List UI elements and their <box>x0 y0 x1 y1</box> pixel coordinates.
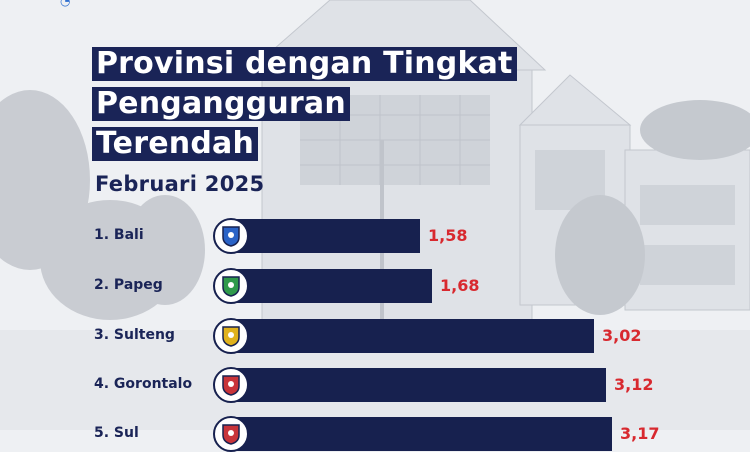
page-title-line-3: Terendah <box>92 127 259 161</box>
gorontalo-emblem-icon <box>213 367 249 403</box>
papua-pegunungan-emblem-icon <box>213 268 249 304</box>
data-label: 3,02 <box>602 326 642 345</box>
data-label: 1,58 <box>428 226 468 245</box>
page-title-line-2: Pengangguran <box>92 87 350 121</box>
page-title-line-1: Provinsi dengan Tingkat <box>92 47 517 81</box>
row-label: 4. Gorontalo <box>94 376 193 392</box>
bali-emblem-icon <box>213 218 249 254</box>
bar <box>232 319 594 353</box>
row-label: 3. Sulteng <box>94 327 175 343</box>
bar <box>232 269 432 303</box>
top-logo-fragment: ◔ <box>60 0 71 8</box>
bar <box>232 219 420 253</box>
chart-subtitle: Februari 2025 <box>95 172 265 196</box>
data-label: 3,17 <box>620 424 660 443</box>
bar <box>232 417 612 451</box>
bar <box>232 368 606 402</box>
sulteng-emblem-icon <box>213 318 249 354</box>
data-label: 1,68 <box>440 276 480 295</box>
row-label: 1. Bali <box>94 227 144 243</box>
row-label: 2. Papeg <box>94 277 163 293</box>
row-label: 5. Sul <box>94 425 139 441</box>
province-emblem-icon <box>213 416 249 452</box>
data-label: 3,12 <box>614 375 654 394</box>
